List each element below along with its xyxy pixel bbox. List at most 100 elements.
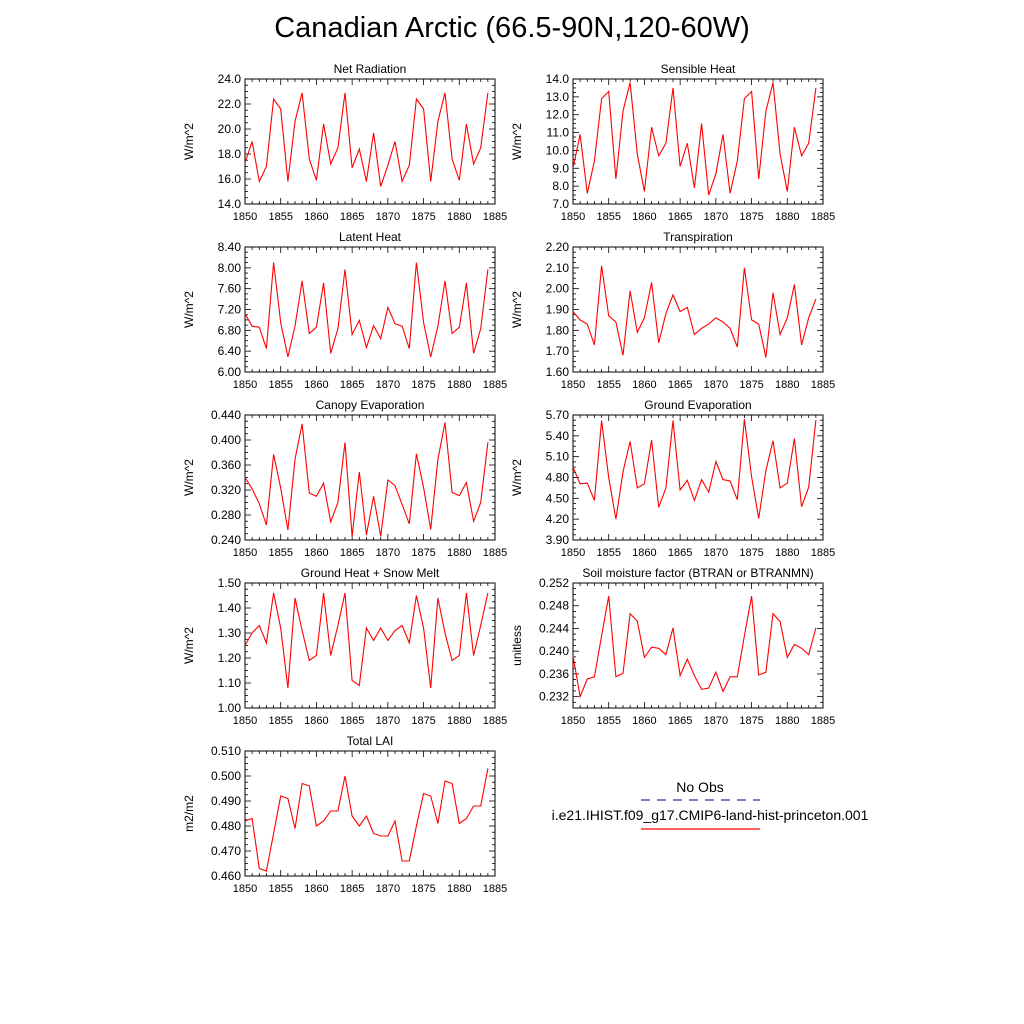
x-tick-label: 1855: [268, 883, 292, 895]
y-tick-label: 5.40: [546, 429, 570, 443]
x-tick-label: 1860: [304, 547, 328, 559]
x-tick-label: 1875: [411, 211, 435, 223]
series-line: [244, 422, 489, 537]
x-tick-label: 1875: [739, 211, 763, 223]
y-tick-label: 1.30: [218, 626, 242, 640]
x-tick-label: 1880: [775, 211, 799, 223]
y-tick-label: 2.20: [546, 240, 570, 254]
x-tick-label: 1870: [376, 211, 400, 223]
x-tick-label: 1880: [447, 379, 471, 391]
legend-obs-line: [641, 799, 760, 801]
panel-title: Ground Evaporation: [644, 398, 751, 412]
y-tick-label: 8.00: [218, 261, 242, 275]
x-tick-label: 1865: [668, 211, 692, 223]
y-tick-label: 0.232: [539, 690, 569, 704]
panel-title: Net Radiation: [334, 62, 407, 76]
x-tick-label: 1865: [668, 715, 692, 727]
panel-title: Soil moisture factor (BTRAN or BTRANMN): [582, 566, 813, 580]
x-tick-label: 1880: [447, 715, 471, 727]
panel-title: Canopy Evaporation: [316, 398, 425, 412]
y-tick-label: 2.10: [546, 261, 570, 275]
chart-panel: Transpiration W/m^2 1850 1855 1860 1865 1870 18…: [510, 230, 835, 391]
series-line: [244, 92, 489, 187]
y-tick-label: 7.60: [218, 282, 242, 296]
y-tick-label: 1.10: [218, 676, 242, 690]
y-tick-label: 14.0: [546, 72, 570, 86]
y-axis-label: m2/m2: [182, 795, 196, 832]
x-tick-label: 1870: [376, 883, 400, 895]
x-tick-label: 1875: [411, 883, 435, 895]
x-tick-label: 1885: [483, 715, 507, 727]
panel-title: Transpiration: [663, 230, 733, 244]
x-tick-label: 1870: [376, 547, 400, 559]
series-line: [572, 419, 817, 520]
chart-panel: Soil moisture factor (BTRAN or BTRANMN) u…: [510, 566, 835, 727]
y-axis-label: W/m^2: [510, 123, 524, 160]
y-tick-label: 1.90: [546, 303, 570, 317]
x-tick-label: 1885: [811, 715, 835, 727]
x-tick-label: 1850: [233, 547, 257, 559]
x-tick-label: 1880: [775, 547, 799, 559]
x-tick-label: 1855: [596, 547, 620, 559]
y-tick-label: 8.0: [552, 179, 569, 193]
x-tick-label: 1860: [304, 211, 328, 223]
y-tick-label: 0.236: [539, 667, 569, 681]
y-tick-label: 4.80: [546, 471, 570, 485]
x-tick-label: 1865: [340, 547, 364, 559]
x-tick-label: 1870: [704, 379, 728, 391]
panel-title: Total LAI: [347, 734, 394, 748]
x-tick-label: 1885: [483, 547, 507, 559]
y-tick-label: 12.0: [546, 108, 570, 122]
y-tick-label: 6.40: [218, 344, 242, 358]
x-tick-label: 1870: [704, 211, 728, 223]
plot-frame: [572, 78, 824, 205]
x-tick-label: 1875: [739, 547, 763, 559]
y-tick-label: 20.0: [218, 122, 242, 136]
chart-panel: Sensible Heat W/m^2 1850 1855 1860 1865 1870 18…: [510, 62, 835, 223]
y-tick-label: 7.0: [552, 197, 569, 211]
x-tick-label: 1875: [411, 547, 435, 559]
y-tick-label: 0.490: [211, 794, 241, 808]
legend-model-line: [641, 828, 760, 830]
x-tick-label: 1870: [704, 547, 728, 559]
series-line: [244, 262, 489, 358]
x-tick-label: 1850: [561, 715, 585, 727]
x-tick-label: 1850: [233, 715, 257, 727]
y-axis-label: unitless: [510, 625, 524, 666]
x-tick-label: 1880: [447, 883, 471, 895]
y-tick-label: 1.60: [546, 365, 570, 379]
x-tick-label: 1860: [304, 715, 328, 727]
y-tick-label: 16.0: [218, 172, 242, 186]
y-tick-label: 0.240: [211, 533, 241, 547]
x-tick-label: 1860: [304, 883, 328, 895]
series-line: [572, 82, 817, 196]
chart-panel: Latent Heat W/m^2 1850 1855 1860 1865 1870 1875…: [182, 230, 507, 391]
y-tick-label: 18.0: [218, 147, 242, 161]
chart-panel: Ground Evaporation W/m^2 1850 1855 1860 1865 1…: [510, 398, 835, 559]
x-tick-label: 1870: [376, 715, 400, 727]
y-tick-label: 24.0: [218, 72, 242, 86]
chart-panel: Total LAI m2/m2 1850 1855 1860 1865 1870 1875 18…: [182, 734, 507, 895]
y-tick-label: 6.00: [218, 365, 242, 379]
y-tick-label: 0.470: [211, 844, 241, 858]
y-tick-label: 9.0: [552, 161, 569, 175]
x-tick-label: 1850: [233, 211, 257, 223]
plot-frame: [572, 246, 824, 373]
x-tick-label: 1855: [268, 211, 292, 223]
plot-frame: [572, 582, 824, 709]
chart-panel: Net Radiation W/m^2 1850 1855 1860 1865 1870 18…: [182, 62, 507, 223]
x-tick-label: 1875: [739, 379, 763, 391]
y-tick-label: 13.0: [546, 90, 570, 104]
panel-title: Latent Heat: [339, 230, 402, 244]
x-tick-label: 1860: [632, 547, 656, 559]
y-tick-label: 22.0: [218, 97, 242, 111]
y-axis-label: W/m^2: [510, 459, 524, 496]
series-line: [244, 768, 489, 872]
legend-obs-label: No Obs: [676, 779, 724, 795]
x-tick-label: 1865: [340, 211, 364, 223]
x-tick-label: 1855: [596, 715, 620, 727]
x-tick-label: 1870: [704, 715, 728, 727]
y-tick-label: 1.40: [218, 601, 242, 615]
x-tick-label: 1860: [632, 715, 656, 727]
